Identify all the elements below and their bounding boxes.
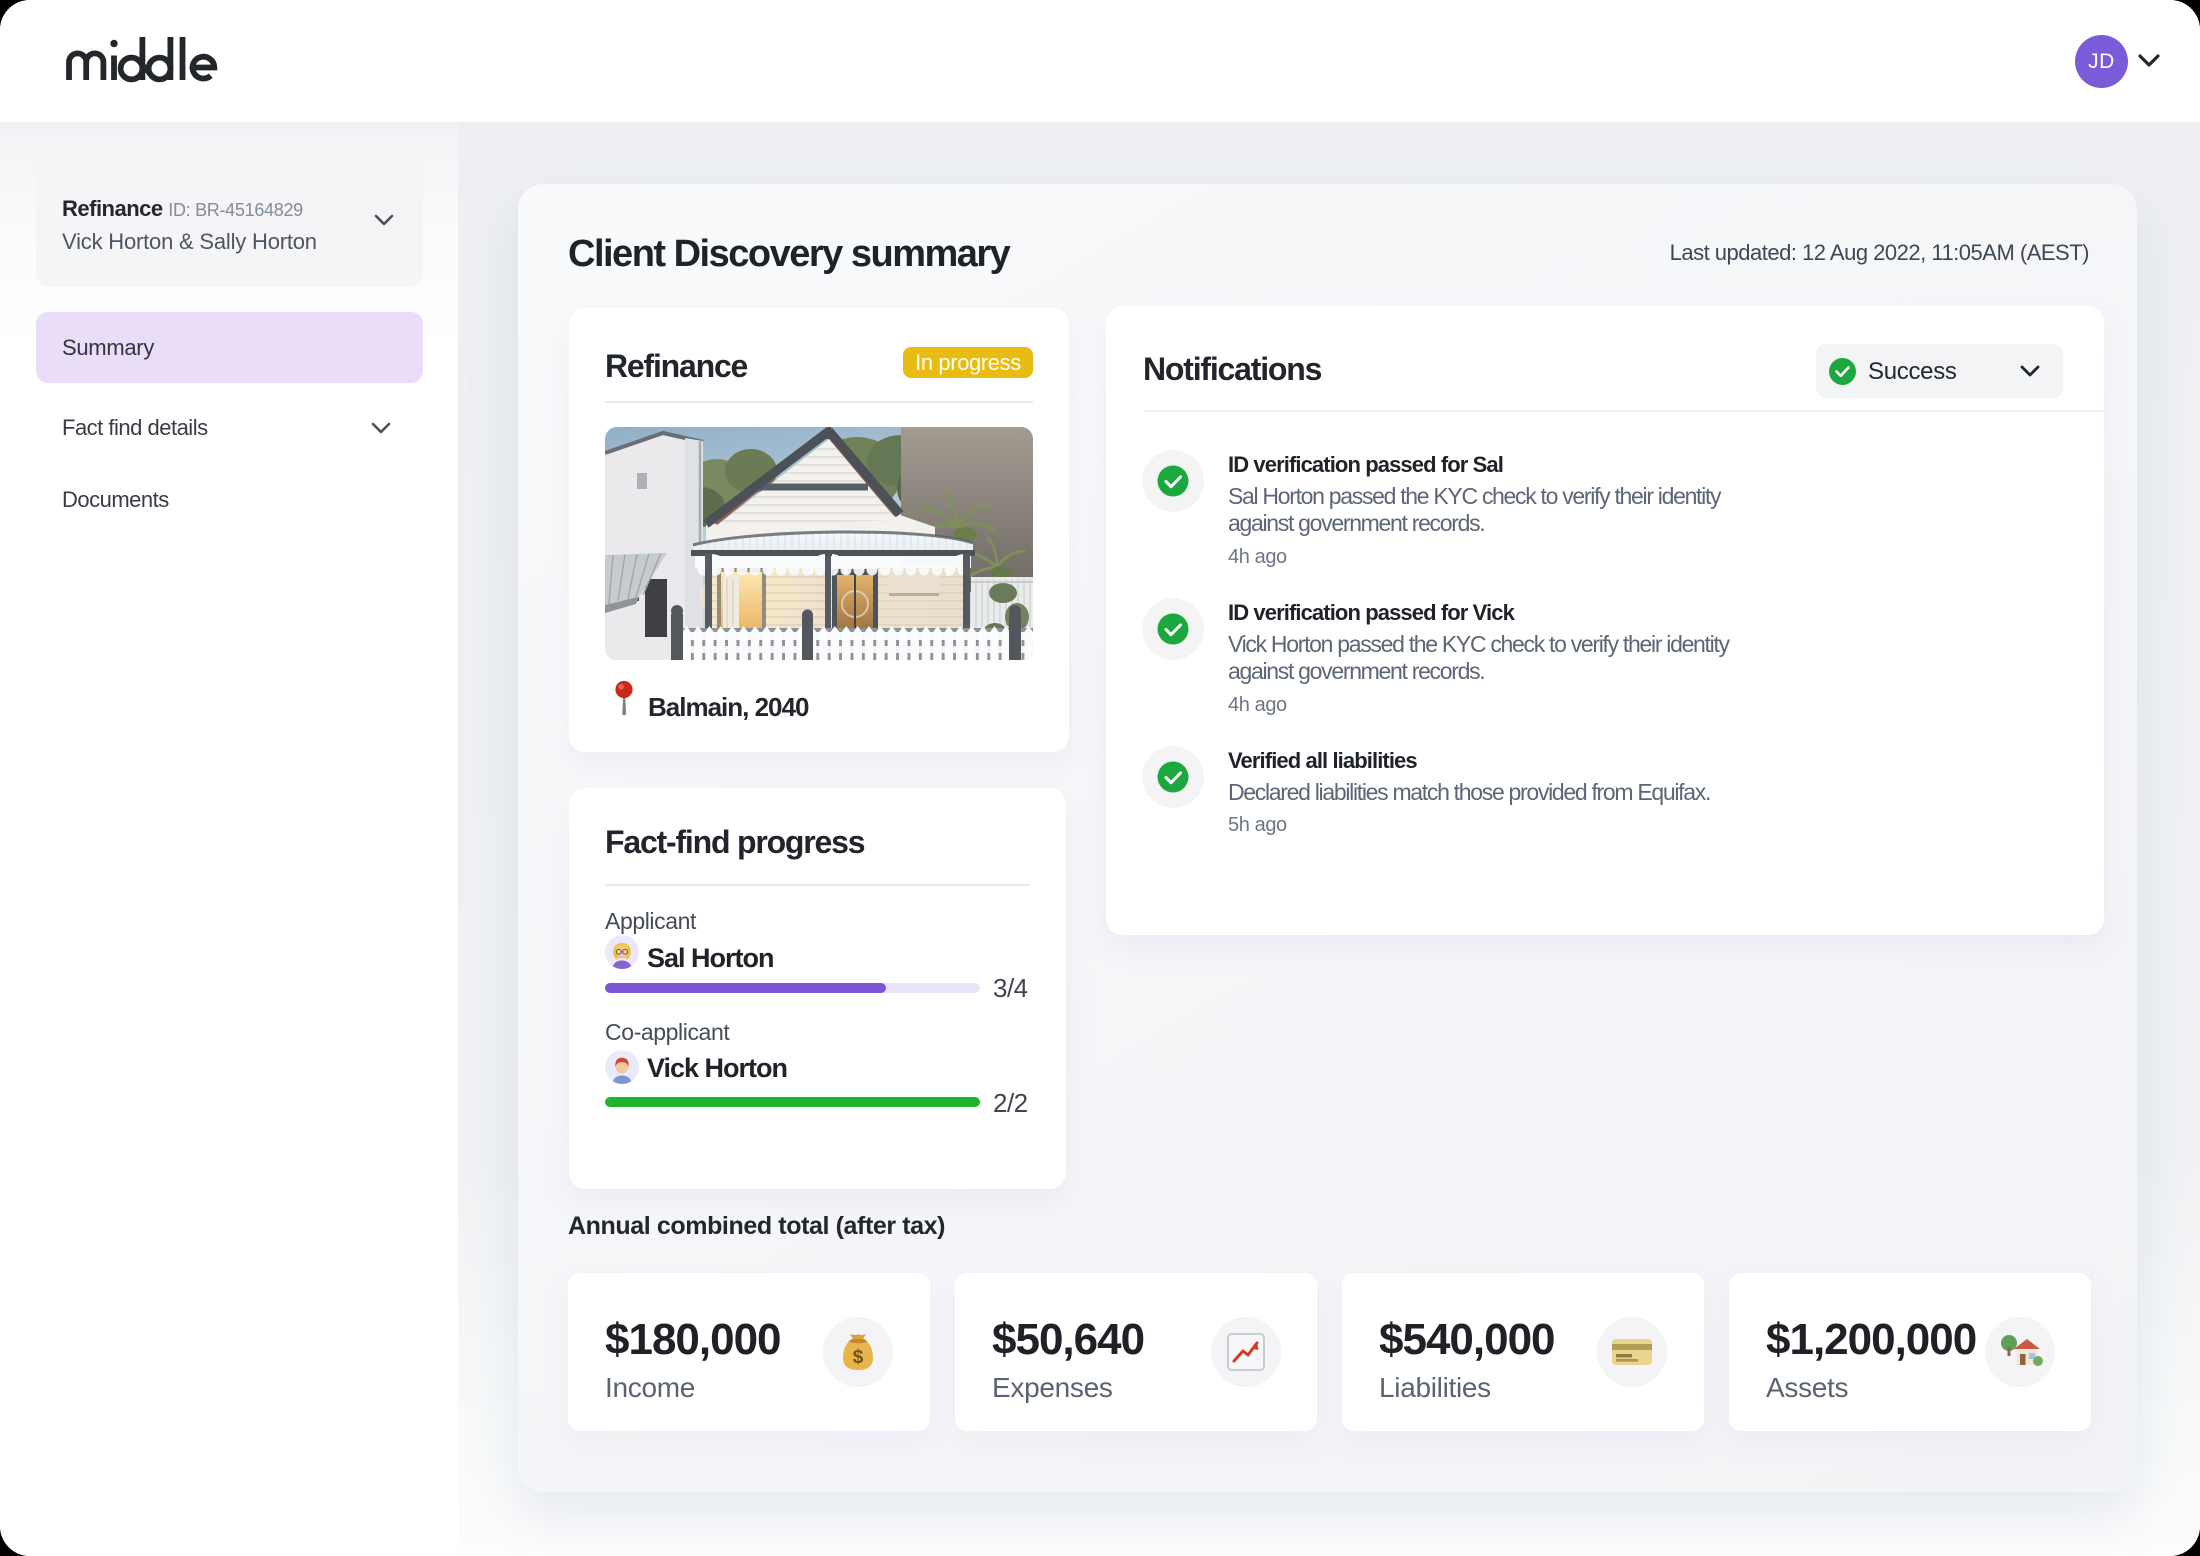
svg-text:$: $ (853, 1347, 864, 1368)
